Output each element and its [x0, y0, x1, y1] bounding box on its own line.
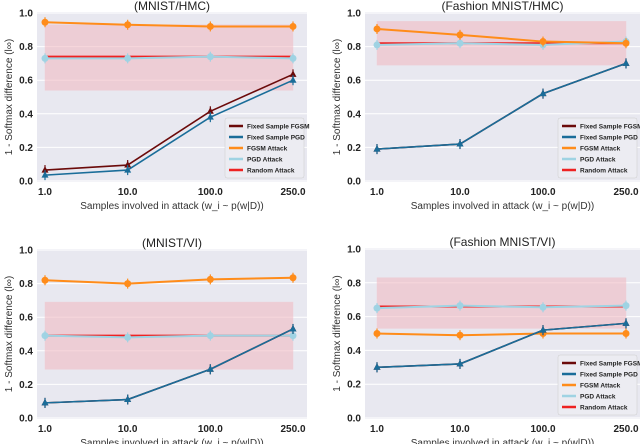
x-tick-label: 250.0	[280, 424, 305, 435]
x-axis-label: Samples involved in attack (w_i ~ p(w|D)…	[411, 438, 595, 444]
subplot-title: (MNIST/HMC)	[134, 0, 210, 13]
legend	[557, 354, 638, 416]
y-tick-label: 0.4	[19, 109, 33, 120]
x-axis-label: Samples involved in attack (w_i ~ p(w|D)…	[411, 201, 595, 212]
random-attack-band	[376, 277, 627, 329]
y-tick-label: 0.8	[19, 279, 33, 290]
subplot-3: 0.0 0.2 0.4 0.6 0.8 1.0 1.0 10.0 100.0 250.0 (Fash…	[332, 235, 640, 444]
y-tick-label: 0.4	[347, 346, 361, 357]
x-tick-label: 250.0	[613, 187, 638, 198]
legend-label: PGD Attack	[247, 156, 283, 163]
subplot-title: (Fashion MNIST/VI)	[449, 235, 555, 249]
series-line-fixed-sample-pgd	[44, 328, 294, 404]
x-tick-label: 100.0	[198, 424, 223, 435]
y-axis-label: 1 - Softmax difference (l∞)	[332, 275, 343, 391]
legend-label: PGD Attack	[580, 393, 616, 400]
legend-label: Fixed Sample FGSM	[247, 123, 310, 130]
series-line-fgsm-attack	[44, 276, 294, 285]
subplot-1: 0.0 0.2 0.4 0.6 0.8 1.0 1.0 10.0 100.0 250.0 (Fash…	[332, 0, 640, 212]
series-line-fixed-sample-pgd	[376, 62, 627, 150]
series-line-pgd-attack	[44, 334, 293, 339]
legend-label: FGSM Attack	[247, 145, 288, 152]
x-tick-label: 10.0	[118, 424, 138, 435]
y-tick-label: 0.2	[347, 380, 361, 391]
y-tick-label: 0.0	[347, 177, 361, 188]
subplot-2: 0.0 0.2 0.4 0.6 0.8 1.0 1.0 10.0 100.0 250.0 (MNIS…	[4, 236, 307, 444]
legend	[557, 117, 638, 179]
subplot-0: 0.0 0.2 0.4 0.6 0.8 1.0 1.0 10.0 100.0 250.0 (MNIS…	[4, 0, 310, 212]
y-tick-label: 1.0	[347, 9, 361, 20]
x-tick-label: 1.0	[370, 187, 384, 198]
x-tick-label: 10.0	[450, 424, 470, 435]
y-tick-label: 0.2	[347, 143, 361, 154]
legend-label: FGSM Attack	[580, 382, 621, 389]
y-tick-label: 1.0	[347, 245, 361, 256]
legend-label: Random Attack	[580, 404, 628, 411]
x-axis-label: Samples involved in attack (w_i ~ p(w|D)…	[80, 438, 264, 444]
y-tick-label: 0.6	[19, 313, 33, 324]
y-tick-label: 0.2	[19, 380, 33, 391]
series-line-fixed-sample-pgd	[376, 322, 627, 369]
y-tick-label: 0.2	[19, 143, 33, 154]
series-line-pgd-attack	[376, 304, 627, 310]
y-tick-label: 0.4	[347, 109, 361, 120]
legend-label: Fixed Sample PGD	[580, 134, 638, 141]
y-axis-label: 1 - Softmax difference (l∞)	[332, 39, 343, 155]
x-tick-label: 10.0	[450, 187, 470, 198]
y-tick-label: 0.0	[19, 177, 33, 188]
y-tick-label: 1.0	[19, 246, 33, 257]
legend-label: Random Attack	[580, 167, 628, 174]
subplot-title: (Fashion MNIST/HMC)	[441, 0, 563, 13]
y-tick-label: 0.6	[19, 76, 33, 87]
x-tick-label: 1.0	[38, 424, 52, 435]
y-tick-label: 0.0	[347, 414, 361, 425]
x-tick-label: 250.0	[280, 187, 305, 198]
y-tick-label: 0.8	[19, 42, 33, 53]
legend-label: PGD Attack	[580, 156, 616, 163]
y-axis-label: 1 - Softmax difference (l∞)	[4, 39, 15, 155]
legend-label: Fixed Sample FGSM	[580, 360, 640, 367]
y-tick-label: 0.6	[347, 76, 361, 87]
legend	[224, 117, 305, 179]
legend-label: Random Attack	[247, 167, 295, 174]
y-tick-label: 0.0	[19, 414, 33, 425]
series-line-fgsm-attack	[376, 27, 627, 45]
x-tick-label: 1.0	[370, 424, 384, 435]
legend-label: Fixed Sample PGD	[580, 371, 638, 378]
legend-label: FGSM Attack	[580, 145, 621, 152]
y-tick-label: 0.4	[19, 346, 33, 357]
series-line-fgsm-attack	[376, 332, 626, 337]
x-tick-label: 100.0	[530, 187, 555, 198]
x-tick-label: 1.0	[38, 187, 52, 198]
x-tick-label: 250.0	[613, 424, 638, 435]
legend-label: Fixed Sample FGSM	[580, 123, 640, 130]
x-axis-label: Samples involved in attack (w_i ~ p(w|D)…	[80, 201, 264, 212]
x-tick-label: 100.0	[530, 424, 555, 435]
series-line-pgd-attack	[45, 55, 294, 60]
y-axis-label: 1 - Softmax difference (l∞)	[4, 276, 15, 392]
x-tick-label: 10.0	[118, 187, 138, 198]
y-tick-label: 0.8	[347, 278, 361, 289]
series-line-fgsm-attack	[44, 21, 293, 28]
y-tick-label: 0.6	[347, 312, 361, 323]
y-tick-label: 0.8	[347, 42, 361, 53]
x-tick-label: 100.0	[198, 187, 223, 198]
series-line-fixed-sample-pgd	[44, 79, 294, 176]
series-line-fixed-sample-fgsm	[44, 73, 294, 171]
y-tick-label: 1.0	[19, 9, 33, 20]
legend-label: Fixed Sample PGD	[247, 134, 305, 141]
subplot-title: (MNIST/VI)	[142, 236, 202, 250]
